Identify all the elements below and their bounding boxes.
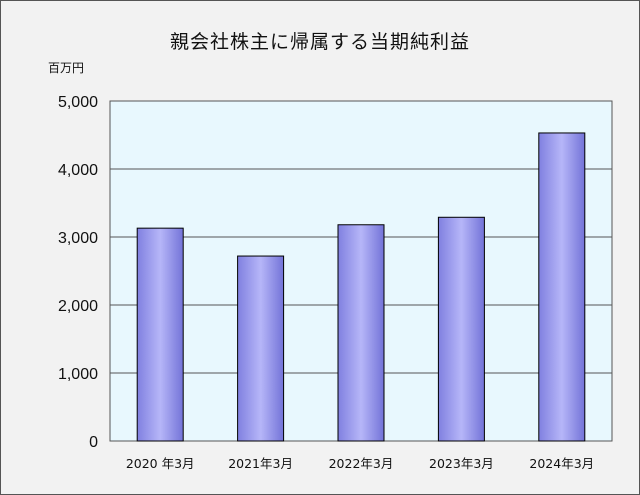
y-tick-label: 1,000 — [58, 366, 98, 383]
bar — [136, 227, 184, 442]
bar — [337, 224, 385, 442]
x-tick-label: 2023年3月 — [429, 456, 494, 471]
y-tick-label: 2,000 — [58, 298, 98, 315]
y-axis-ticks: 0 1,000 2,000 3,000 4,000 5,000 — [58, 94, 98, 451]
x-tick-label: 2020 年3月 — [126, 456, 195, 471]
y-tick-label: 3,000 — [58, 230, 98, 247]
x-tick-label: 2024年3月 — [529, 456, 594, 471]
x-axis-ticks: 2020 年3月 2021年3月 2022年3月 2023年3月 2024年3月 — [126, 456, 594, 471]
x-tick-label: 2022年3月 — [329, 456, 394, 471]
bar — [538, 132, 586, 442]
y-tick-label: 4,000 — [58, 162, 98, 179]
chart-title: 親会社株主に帰属する当期純利益 — [169, 31, 470, 53]
bars — [136, 132, 586, 442]
x-tick-label: 2021年3月 — [228, 456, 293, 471]
y-tick-label: 0 — [89, 434, 98, 451]
bar — [237, 255, 285, 442]
bar — [437, 216, 485, 442]
y-axis-unit-label: 百万円 — [48, 61, 85, 75]
y-tick-label: 5,000 — [58, 94, 98, 111]
